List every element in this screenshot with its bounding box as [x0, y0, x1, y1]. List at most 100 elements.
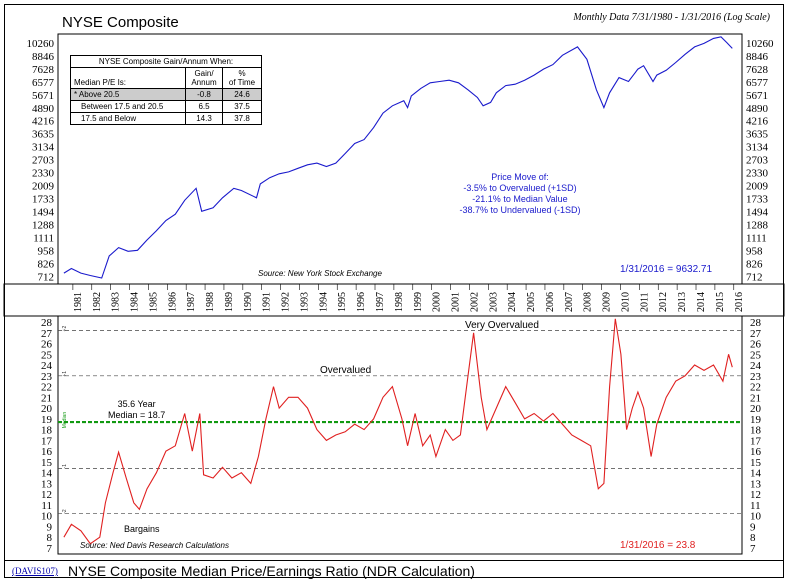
- y-tick-label-left: 15: [41, 457, 53, 469]
- y-tick-label-left: 826: [38, 259, 55, 271]
- x-tick-label: 1990: [243, 292, 254, 312]
- x-tick-label: 2013: [677, 292, 688, 312]
- x-tick-label: 2011: [639, 292, 650, 312]
- y-tick-label-left: 24: [41, 360, 53, 372]
- y-tick-label-right: 10: [750, 511, 762, 523]
- table-row: Between 17.5 and 20.5 6.5 37.5: [70, 100, 262, 113]
- x-tick-label: 2005: [526, 292, 537, 312]
- x-tick-label: 2014: [696, 292, 707, 312]
- y-tick-label-left: 12: [41, 489, 52, 501]
- bottom-chart-title: NYSE Composite Median Price/Earnings Rat…: [68, 563, 475, 579]
- label-bargains: Bargains: [124, 524, 160, 534]
- x-tick-label: 2007: [564, 292, 575, 312]
- y-tick-label-left: 712: [38, 272, 55, 284]
- y-tick-label-left: 20: [41, 403, 53, 415]
- table-col1: Median P/E Is:: [70, 67, 186, 89]
- x-tick-label: 1986: [167, 292, 178, 312]
- x-tick-label: 1981: [73, 292, 84, 312]
- y-tick-label-left: 16: [41, 446, 53, 458]
- chart-code-link[interactable]: (DAVIS107): [12, 566, 58, 576]
- nyse-composite-line: [63, 36, 733, 279]
- y-tick-label-right: 28: [750, 317, 762, 329]
- y-tick-label-right: 9: [750, 521, 756, 533]
- x-tick-label: 2012: [658, 292, 669, 312]
- y-tick-label-left: 1111: [33, 233, 54, 245]
- y-tick-label-right: 23: [750, 371, 762, 383]
- y-tick-label-right: 2009: [746, 181, 769, 193]
- y-tick-label-right: 1494: [746, 207, 769, 219]
- x-tick-label: 1999: [413, 292, 424, 312]
- band-label: Median: [62, 412, 68, 429]
- y-tick-label-left: 4890: [32, 103, 55, 115]
- y-tick-label-right: 4216: [746, 116, 769, 128]
- x-axis-ticks: 1981 1982 1983 1984 1985 1986 1987 1988 1989 1990…: [72, 284, 745, 312]
- y-tick-label-right: 16: [750, 446, 762, 458]
- x-tick-label: 2001: [451, 292, 462, 312]
- x-tick-label: 2015: [715, 292, 726, 312]
- y-tick-label-right: 13: [750, 478, 762, 490]
- y-tick-label-left: 10260: [27, 38, 55, 50]
- y-tick-label-right: 18: [750, 425, 762, 437]
- x-tick-label: 1989: [224, 292, 235, 312]
- y-tick-label-left: 8: [47, 532, 53, 544]
- y-tick-label-right: 24: [750, 360, 762, 372]
- table-col2: Gain/Annum: [185, 67, 223, 89]
- y-tick-label-right: 27: [750, 328, 762, 340]
- y-tick-label-left: 5671: [32, 90, 54, 102]
- y-tick-label-left: 7: [47, 543, 53, 555]
- median-pe-line: [63, 318, 733, 545]
- y-tick-label-left: 1733: [32, 194, 55, 206]
- gain-table: NYSE Composite Gain/Annum When: Median P…: [70, 55, 262, 125]
- y-tick-label-left: 11: [41, 500, 52, 512]
- y-tick-label-left: 22: [41, 382, 52, 394]
- y-tick-label-right: 826: [746, 259, 763, 271]
- top-chart-title: NYSE Composite: [62, 14, 179, 31]
- y-tick-label-right: 712: [746, 272, 763, 284]
- x-tick-label: 2006: [545, 292, 556, 312]
- y-tick-label-left: 14: [41, 468, 53, 480]
- y-tick-label-right: 7628: [746, 64, 769, 76]
- y-tick-label-left: 4216: [32, 116, 55, 128]
- y-tick-label-left: 2009: [32, 181, 55, 193]
- y-tick-label-left: 27: [41, 328, 53, 340]
- x-tick-label: 1995: [337, 292, 348, 312]
- x-tick-label: 1988: [205, 292, 216, 312]
- table-col3: % of Time: [222, 67, 262, 89]
- y-tick-label-left: 9: [47, 521, 53, 533]
- x-tick-label: 2000: [432, 292, 443, 312]
- y-tick-label-left: 3635: [32, 129, 55, 141]
- bottom-source: Source: Ned Davis Research Calculations: [80, 541, 229, 550]
- y-tick-label-left: 2330: [32, 168, 55, 180]
- band-label: -2: [62, 509, 68, 514]
- table-row: 17.5 and Below 14.3 37.8: [70, 112, 262, 125]
- y-tick-label-left: 28: [41, 317, 53, 329]
- top-chart-subtitle: Monthly Data 7/31/1980 - 1/31/2016 (Log …: [573, 12, 770, 23]
- x-tick-label: 1993: [299, 292, 310, 312]
- y-tick-label-right: 25: [750, 349, 762, 361]
- y-tick-label-left: 8846: [32, 51, 55, 63]
- valuation-bands: +2 +1 Median -1 -2: [58, 326, 742, 514]
- x-tick-label: 2008: [583, 292, 594, 312]
- top-source: Source: New York Stock Exchange: [258, 269, 382, 278]
- y-tick-label-right: 12: [750, 489, 761, 501]
- x-tick-label: 1991: [262, 292, 273, 312]
- y-tick-label-right: 4890: [746, 103, 769, 115]
- y-tick-label-left: 958: [38, 246, 55, 258]
- y-tick-label-right: 15: [750, 457, 762, 469]
- y-tick-label-left: 3134: [32, 142, 55, 154]
- y-tick-label-right: 2703: [746, 155, 769, 167]
- x-tick-label: 2016: [734, 292, 745, 312]
- x-tick-label: 2010: [620, 292, 631, 312]
- y-tick-label-right: 6577: [746, 77, 769, 89]
- y-tick-label-left: 6577: [32, 77, 55, 89]
- y-tick-label-left: 19: [41, 414, 53, 426]
- y-tick-label-left: 2703: [32, 155, 55, 167]
- y-tick-label-left: 17: [41, 435, 53, 447]
- y-tick-label-right: 22: [750, 382, 761, 394]
- x-tick-label: 2004: [507, 292, 518, 312]
- y-tick-label-right: 19: [750, 414, 762, 426]
- y-tick-label-right: 17: [750, 435, 762, 447]
- table-row: * Above 20.5 -0.8 24.6: [70, 88, 262, 101]
- band-label: +2: [62, 326, 68, 332]
